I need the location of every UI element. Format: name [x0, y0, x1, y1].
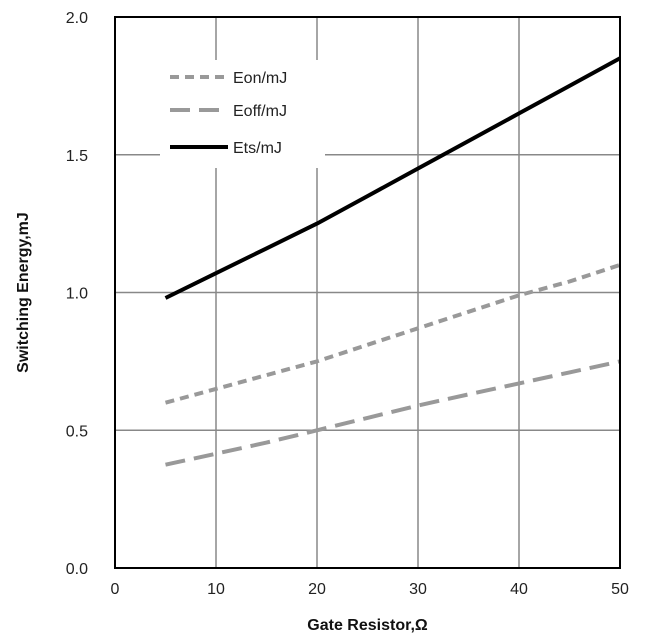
x-tick-label: 50 — [611, 581, 629, 598]
series-line-ets-mj — [164, 56, 621, 300]
y-tick-label: 2.0 — [66, 10, 88, 27]
series-line-eoff-mj — [165, 359, 621, 467]
legend-label: Eoff/mJ — [233, 103, 287, 120]
x-tick-label: 20 — [308, 581, 326, 598]
series-line-eon-mj — [164, 263, 621, 405]
x-tick-label: 30 — [409, 581, 427, 598]
x-tick-label: 10 — [207, 581, 225, 598]
y-tick-label: 1.5 — [66, 148, 88, 165]
series-layer — [164, 56, 621, 467]
x-tick-label: 40 — [510, 581, 528, 598]
y-tick-label: 0.0 — [66, 561, 88, 578]
plot-frame — [114, 16, 621, 569]
x-tick-label: 0 — [111, 581, 120, 598]
tick-labels: 0 10 20 30 40 50 0.0 0.5 1.0 1.5 2.0 — [66, 10, 629, 598]
y-tick-label: 0.5 — [66, 423, 88, 440]
legend: Eon/mJ Eoff/mJ Ets/mJ — [160, 60, 325, 168]
y-axis-title: Switching Energy,mJ — [15, 212, 32, 373]
x-axis-title: Gate Resistor,Ω — [307, 617, 428, 634]
y-tick-label: 1.0 — [66, 286, 88, 303]
legend-label: Ets/mJ — [233, 140, 282, 157]
legend-label: Eon/mJ — [233, 70, 287, 87]
